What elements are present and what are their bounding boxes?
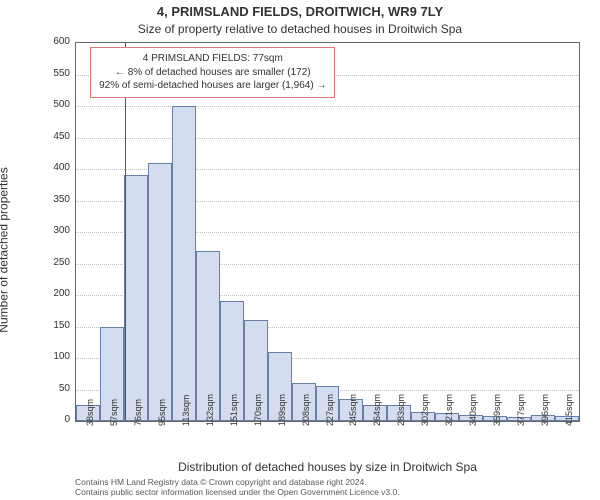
y-tick-label: 200 — [30, 288, 70, 299]
grid-line — [76, 138, 579, 139]
marker-line — [125, 43, 126, 421]
y-tick-label: 500 — [30, 99, 70, 110]
y-tick-label: 0 — [30, 414, 70, 425]
histogram-bar — [148, 163, 172, 421]
chart-container: 4, PRIMSLAND FIELDS, DROITWICH, WR9 7LY … — [0, 0, 600, 500]
y-tick-label: 100 — [30, 351, 70, 362]
callout-line: ← 8% of detached houses are smaller (172… — [99, 66, 326, 80]
y-tick-label: 600 — [30, 36, 70, 47]
x-axis-label: Distribution of detached houses by size … — [75, 460, 580, 474]
chart-subtitle: Size of property relative to detached ho… — [0, 22, 600, 36]
histogram-bar — [124, 175, 148, 421]
callout-box: 4 PRIMSLAND FIELDS: 77sqm← 8% of detache… — [90, 47, 335, 98]
y-tick-label: 450 — [30, 131, 70, 142]
histogram-bar — [172, 106, 196, 421]
y-tick-label: 300 — [30, 225, 70, 236]
y-tick-label: 350 — [30, 194, 70, 205]
y-tick-label: 50 — [30, 383, 70, 394]
y-tick-label: 550 — [30, 68, 70, 79]
attribution-line2: Contains public sector information licen… — [75, 487, 580, 498]
y-tick-label: 150 — [30, 320, 70, 331]
y-tick-label: 400 — [30, 162, 70, 173]
chart-title: 4, PRIMSLAND FIELDS, DROITWICH, WR9 7LY — [0, 4, 600, 19]
callout-line: 4 PRIMSLAND FIELDS: 77sqm — [99, 52, 326, 66]
y-axis-label: Number of detached properties — [0, 0, 24, 500]
callout-line: 92% of semi-detached houses are larger (… — [99, 79, 326, 93]
plot-area: 4 PRIMSLAND FIELDS: 77sqm← 8% of detache… — [75, 42, 580, 422]
attribution-line1: Contains HM Land Registry data © Crown c… — [75, 477, 580, 488]
grid-line — [76, 106, 579, 107]
attribution: Contains HM Land Registry data © Crown c… — [75, 477, 580, 498]
y-tick-label: 250 — [30, 257, 70, 268]
